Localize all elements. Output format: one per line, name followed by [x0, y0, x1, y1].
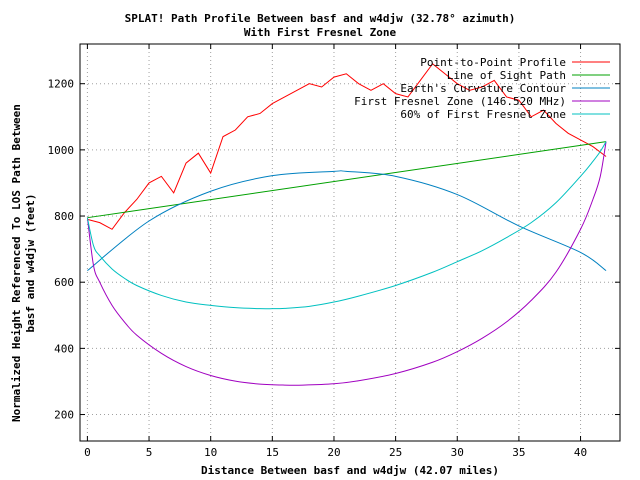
x-tick-label: 20	[327, 446, 340, 459]
series-line-2	[87, 141, 607, 219]
x-tick-label: 5	[146, 446, 153, 459]
series-line-4	[86, 141, 607, 386]
x-tick-label: 35	[512, 446, 525, 459]
series-line-5	[86, 141, 607, 310]
legend-label-1: Point-to-Point Profile	[420, 56, 566, 69]
y-axis-label-line1: Normalized Height Referenced To LOS Path…	[10, 104, 23, 422]
x-tick-label: 15	[266, 446, 279, 459]
series-line-1	[87, 63, 607, 230]
x-tick-label: 30	[451, 446, 464, 459]
y-tick-label: 600	[54, 276, 74, 289]
y-tick-label: 1200	[48, 78, 75, 91]
x-tick-label: 10	[204, 446, 217, 459]
chart-title: SPLAT! Path Profile Between basf and w4d…	[124, 12, 516, 25]
x-tick-label: 25	[389, 446, 402, 459]
y-tick-label: 400	[54, 342, 74, 355]
legend-label-5: 60% of First Fresnel Zone	[400, 108, 566, 121]
legend-label-4: First Fresnel Zone (146.520 MHz)	[354, 95, 566, 108]
y-axis-label-line2: basf and w4djw (feet)	[24, 193, 37, 333]
plot-frame	[79, 43, 621, 442]
y-tick-label: 200	[54, 409, 74, 422]
series-line-3	[87, 170, 607, 272]
y-tick-label: 800	[54, 210, 74, 223]
y-tick-label: 1000	[48, 144, 75, 157]
x-tick-label: 40	[574, 446, 587, 459]
chart-subtitle: With First Fresnel Zone	[243, 26, 397, 39]
x-tick-label: 0	[84, 446, 91, 459]
y-axis-label: Normalized Height Referenced To LOS Path…	[10, 103, 38, 423]
legend-label-2: Line of Sight Path	[447, 69, 566, 82]
x-axis-label: Distance Between basf and w4djw (42.07 m…	[200, 464, 499, 477]
legend-label-3: Earth's Curvature Contour	[400, 82, 566, 95]
